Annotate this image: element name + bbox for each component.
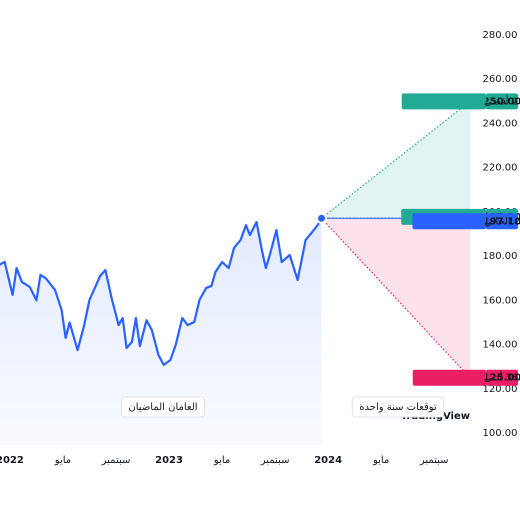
price-area: [0, 218, 322, 445]
name-badge: -36.58% أدنى: [412, 369, 520, 386]
x-tick-label: سبتمبر: [101, 455, 131, 466]
value-badge-label: 197.10: [483, 216, 520, 227]
y-tick-label: 220.00: [483, 163, 518, 174]
value-badge: [486, 93, 518, 110]
y-tick-label: 180.00: [483, 251, 518, 262]
value-badge: [486, 213, 518, 230]
y-tick-label: 140.00: [483, 340, 518, 351]
period-caption: توقعات سنة واحدة: [351, 396, 445, 418]
x-tick-label: 2022: [0, 455, 24, 466]
y-tick-label: 160.00: [483, 295, 518, 306]
forecast-max-line: [321, 100, 471, 219]
name-badge: +26.84% أقصى: [401, 93, 520, 110]
value-badge: [486, 369, 518, 386]
name-badge-bg: [401, 93, 486, 110]
x-tick-label: مايو: [54, 455, 71, 466]
name-badge-bg: [412, 213, 486, 230]
current-point: [316, 212, 328, 224]
name-badge-label: لاشتراك الحالي: [484, 216, 520, 227]
x-tick-label: سبتمبر: [260, 455, 290, 466]
name-badge-label: -36.58% أدنى: [484, 371, 520, 384]
y-tick-label: 280.00: [483, 30, 518, 41]
x-tick-label: سبتمبر: [419, 455, 449, 466]
period-caption-bg: [120, 396, 206, 418]
y-tick-label: 260.00: [483, 74, 518, 85]
period-caption: العامان الماضيان: [120, 396, 206, 418]
y-tick-label: 120.00: [483, 384, 518, 395]
value-badge-label: 250.00: [483, 96, 520, 107]
x-tick-label: 2024: [314, 455, 342, 466]
y-tick-label: 100.00: [483, 428, 518, 439]
forecast-min-line: [321, 217, 471, 379]
x-tick-label: 2023: [155, 455, 183, 466]
name-badge-label: +26.84% أقصى: [484, 94, 520, 107]
x-tick-label: مايو: [372, 455, 389, 466]
value-badge-label: 125.00: [483, 373, 520, 384]
price-line: [0, 217, 323, 366]
period-caption-bg: [351, 396, 445, 418]
name-badge-bg: [412, 369, 486, 386]
y-tick-label: 240.00: [483, 118, 518, 129]
period-caption-label: توقعات سنة واحدة: [359, 402, 437, 413]
name-badge: لاشتراك الحالي: [412, 213, 520, 230]
period-caption-label: العامان الماضيان: [128, 402, 197, 413]
x-tick-label: مايو: [213, 455, 230, 466]
